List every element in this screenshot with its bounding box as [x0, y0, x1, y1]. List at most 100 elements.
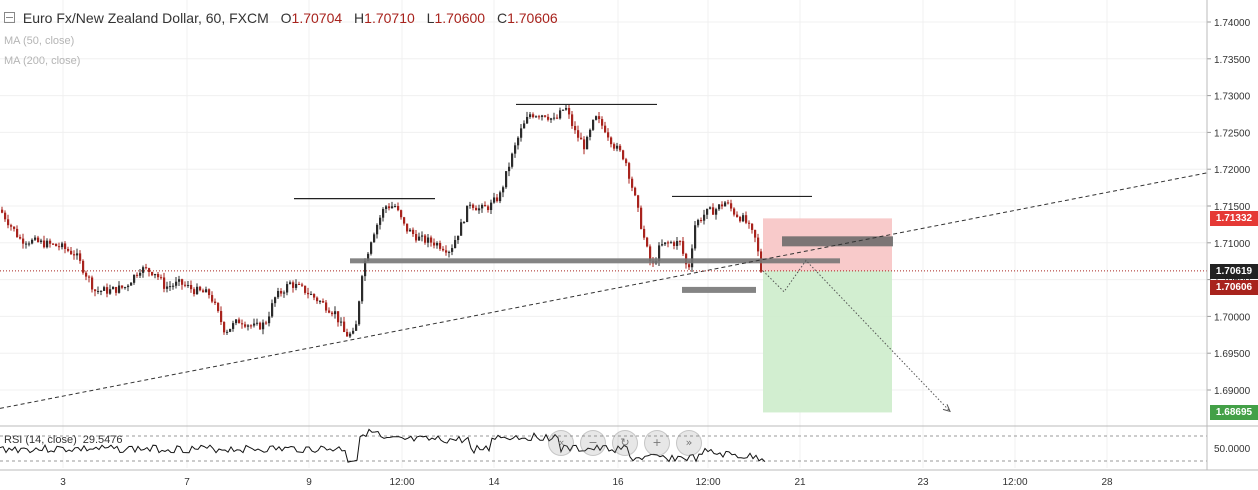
- candle-body: [721, 204, 724, 207]
- candle-body: [526, 116, 529, 124]
- candle-body: [382, 209, 385, 218]
- candle-body: [589, 129, 592, 137]
- candle-body: [658, 245, 661, 262]
- candle-body: [208, 289, 211, 296]
- candle-body: [292, 282, 295, 288]
- candle-body: [724, 202, 727, 207]
- candle-body: [40, 240, 43, 243]
- candle-body: [325, 302, 328, 311]
- lower-zone: [682, 286, 756, 293]
- candle-body: [508, 166, 511, 172]
- candle-body: [625, 159, 628, 164]
- high-label: H: [354, 10, 365, 26]
- y-tick-label: 1.70000: [1214, 312, 1251, 323]
- candle-body: [13, 226, 16, 229]
- candle-body: [205, 289, 208, 293]
- candle-body: [238, 319, 241, 324]
- candle-body: [697, 220, 700, 226]
- candle-body: [76, 253, 79, 256]
- candle-body: [52, 243, 55, 245]
- candle-body: [682, 241, 685, 254]
- candle-body: [577, 130, 580, 138]
- candle-body: [517, 137, 520, 146]
- candle-body: [424, 235, 427, 243]
- zoom-in-icon[interactable]: +: [644, 430, 670, 456]
- candle-body: [352, 330, 355, 334]
- candle-body: [436, 242, 439, 246]
- candle-body: [637, 195, 640, 208]
- candle-body: [427, 237, 430, 243]
- y-tick-label: 1.71500: [1214, 202, 1251, 213]
- zoom-out-icon[interactable]: −: [580, 430, 606, 456]
- chart-nav-buttons: « − ↻ + »: [548, 430, 702, 456]
- candle-body: [388, 206, 391, 209]
- candle-body: [490, 202, 493, 211]
- candle-body: [55, 243, 58, 247]
- candle-body: [397, 206, 400, 211]
- candle-body: [253, 323, 256, 326]
- rsi-label: RSI (14, close): [4, 434, 77, 446]
- candle-body: [241, 323, 244, 325]
- candle-body: [193, 289, 196, 295]
- candle-body: [214, 301, 217, 303]
- candle-body: [262, 322, 265, 330]
- candle-body: [460, 222, 463, 236]
- candle-body: [304, 285, 307, 293]
- candle-body: [532, 114, 535, 118]
- candle-body: [751, 223, 754, 230]
- x-tick-label: 28: [1101, 477, 1113, 488]
- candle-body: [211, 295, 214, 302]
- candle-body: [601, 119, 604, 126]
- candle-body: [499, 192, 502, 202]
- candle-body: [313, 294, 316, 298]
- ma200-legend[interactable]: MA (200, close): [4, 55, 81, 67]
- candle-body: [37, 237, 40, 243]
- candle-body: [229, 328, 232, 332]
- candle-body: [103, 287, 106, 291]
- candle-body: [757, 237, 760, 252]
- candle-body: [94, 289, 97, 292]
- candle-body: [616, 145, 619, 149]
- candle-body: [475, 207, 478, 211]
- candle-body: [28, 243, 31, 245]
- candle-body: [583, 139, 586, 150]
- candle-body: [223, 322, 226, 333]
- y-tick-label: 1.71000: [1214, 239, 1251, 250]
- open-label: O: [280, 10, 292, 26]
- candle-body: [91, 277, 94, 290]
- candle-body: [49, 240, 52, 244]
- candle-body: [553, 117, 556, 119]
- candle-body: [217, 302, 220, 312]
- candle-body: [88, 276, 91, 278]
- scroll-back-icon[interactable]: «: [548, 430, 574, 456]
- candle-body: [619, 145, 622, 151]
- candle-body: [556, 117, 559, 119]
- candle-body: [277, 290, 280, 298]
- candle-body: [631, 178, 634, 188]
- candle-body: [67, 248, 70, 251]
- candle-body: [7, 219, 10, 226]
- candle-body: [673, 242, 676, 246]
- rsi-value: 29.5476: [82, 434, 123, 446]
- ma50-legend[interactable]: MA (50, close): [4, 35, 75, 47]
- candle-body: [703, 214, 706, 221]
- collapse-icon[interactable]: [4, 12, 15, 23]
- symbol-title: Euro Fx/New Zealand Dollar, 60, FXCM: [22, 10, 269, 26]
- candle-body: [733, 208, 736, 215]
- candle-body: [403, 217, 406, 224]
- candle-body: [169, 286, 172, 288]
- candle-body: [394, 206, 397, 208]
- candle-body: [454, 240, 457, 249]
- candle-body: [43, 240, 46, 248]
- trendline: [0, 172, 1208, 409]
- candle-body: [307, 292, 310, 295]
- scroll-forward-icon[interactable]: »: [676, 430, 702, 456]
- candle-body: [709, 207, 712, 209]
- rsi-legend[interactable]: RSI (14, close) 29.5476: [4, 434, 123, 446]
- candle-body: [235, 319, 238, 324]
- reset-icon[interactable]: ↻: [612, 430, 638, 456]
- candle-body: [679, 240, 682, 242]
- candle-body: [463, 222, 466, 224]
- candle-body: [439, 242, 442, 249]
